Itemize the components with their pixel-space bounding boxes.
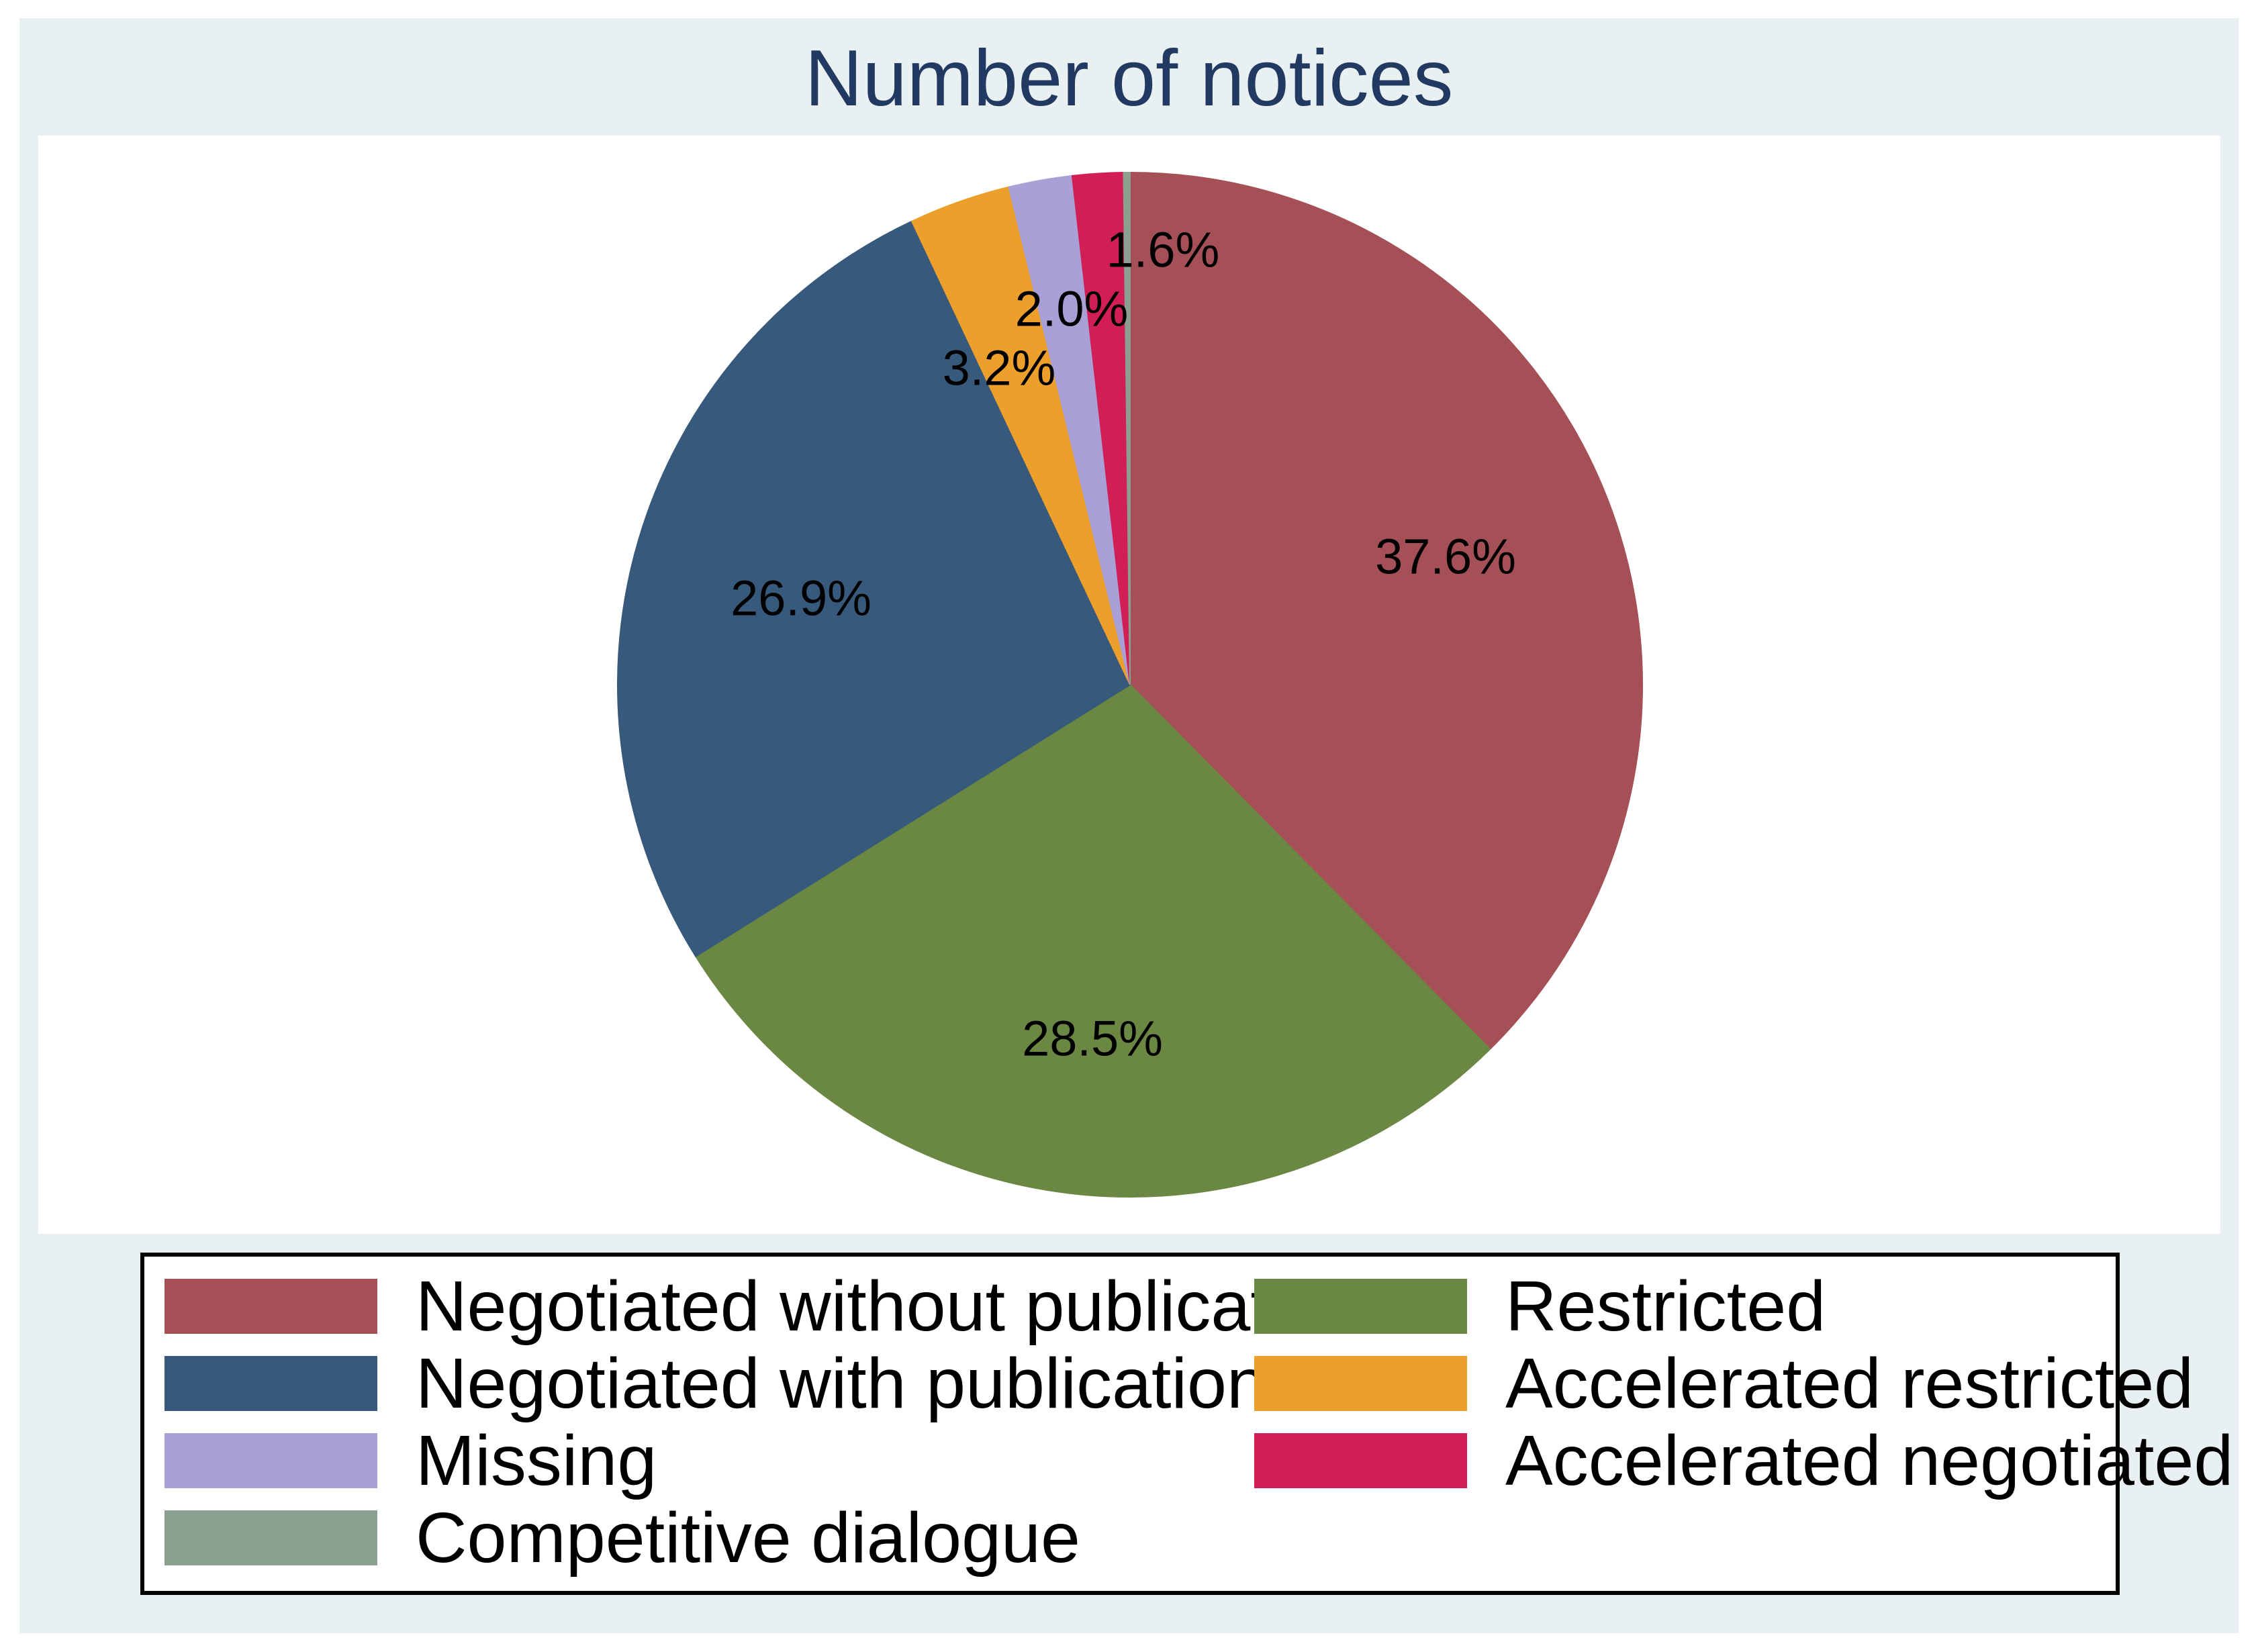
legend-entry-restricted: Restricted	[1254, 1271, 2233, 1342]
pie-slice-negotiated-with-publication	[617, 220, 1131, 958]
legend-label-competitive-dialogue: Competitive dialogue	[416, 1498, 1080, 1577]
pie-chart: 37.6% 28.5% 26.9% 3.2%2.0%1.6%	[617, 171, 1643, 1198]
plot-area: 37.6% 28.5% 26.9% 3.2% 2.0% 1.6%	[38, 136, 2220, 1234]
pie-slice-restricted	[694, 683, 1491, 1198]
pie-percent-label-accelerated-restricted: 3.2%	[943, 340, 1056, 396]
legend-swatch-missing	[164, 1433, 377, 1488]
legend-label-missing: Missing	[416, 1421, 657, 1500]
legend-swatch-negotiated-without-publication	[164, 1279, 377, 1334]
legend-entry-missing: Missing	[164, 1425, 1365, 1496]
graph-background: Number of notices 37.6% 28.5% 26.9% 3.2% 2.0…	[19, 18, 2239, 1633]
legend-column-1: Negotiated without publication Negotiated…	[164, 1271, 1365, 1588]
legend-label-negotiated-without-publication: Negotiated without publication	[416, 1267, 1366, 1346]
legend-entry-negotiated-with-publication: Negotiated with publication	[164, 1348, 1365, 1419]
legend-label-restricted: Restricted	[1505, 1267, 1826, 1346]
legend-label-accelerated-negotiated: Accelerated negotiated	[1505, 1421, 2234, 1500]
legend-swatch-accelerated-negotiated	[1254, 1433, 1467, 1488]
chart-title: Number of notices	[804, 34, 1454, 123]
legend-entry-accelerated-restricted: Accelerated restricted	[1254, 1348, 2233, 1419]
pie-percent-label-restricted: 28.5%	[1022, 1011, 1163, 1067]
legend-swatch-restricted	[1254, 1279, 1467, 1334]
legend-label-accelerated-restricted: Accelerated restricted	[1505, 1344, 2194, 1423]
pie-slice-competitive-dialogue	[1123, 171, 1131, 685]
legend-entry-negotiated-without-publication: Negotiated without publication	[164, 1271, 1365, 1342]
legend-entry-competitive-dialogue: Competitive dialogue	[164, 1502, 1365, 1573]
legend-entry-accelerated-negotiated: Accelerated negotiated	[1254, 1425, 2233, 1496]
pie-percent-label-missing: 2.0%	[1015, 281, 1129, 337]
legend-swatch-negotiated-with-publication	[164, 1356, 377, 1411]
legend: Negotiated without publication Negotiated…	[140, 1253, 2233, 1595]
legend-swatch-accelerated-restricted	[1254, 1356, 1467, 1411]
legend-swatch-competitive-dialogue	[164, 1510, 377, 1565]
legend-column-2: Restricted Accelerated restricted Accelera…	[1254, 1271, 2233, 1510]
pie-slice-negotiated-without-publication	[1129, 171, 1643, 1051]
pie-percent-label-accelerated-negotiated: 1.6%	[1107, 222, 1220, 278]
pie-percent-label-negotiated-with-publication: 26.9%	[731, 571, 872, 626]
legend-label-negotiated-with-publication: Negotiated with publication	[416, 1344, 1266, 1423]
pie-percent-label-negotiated-without-publication: 37.6%	[1375, 529, 1516, 585]
